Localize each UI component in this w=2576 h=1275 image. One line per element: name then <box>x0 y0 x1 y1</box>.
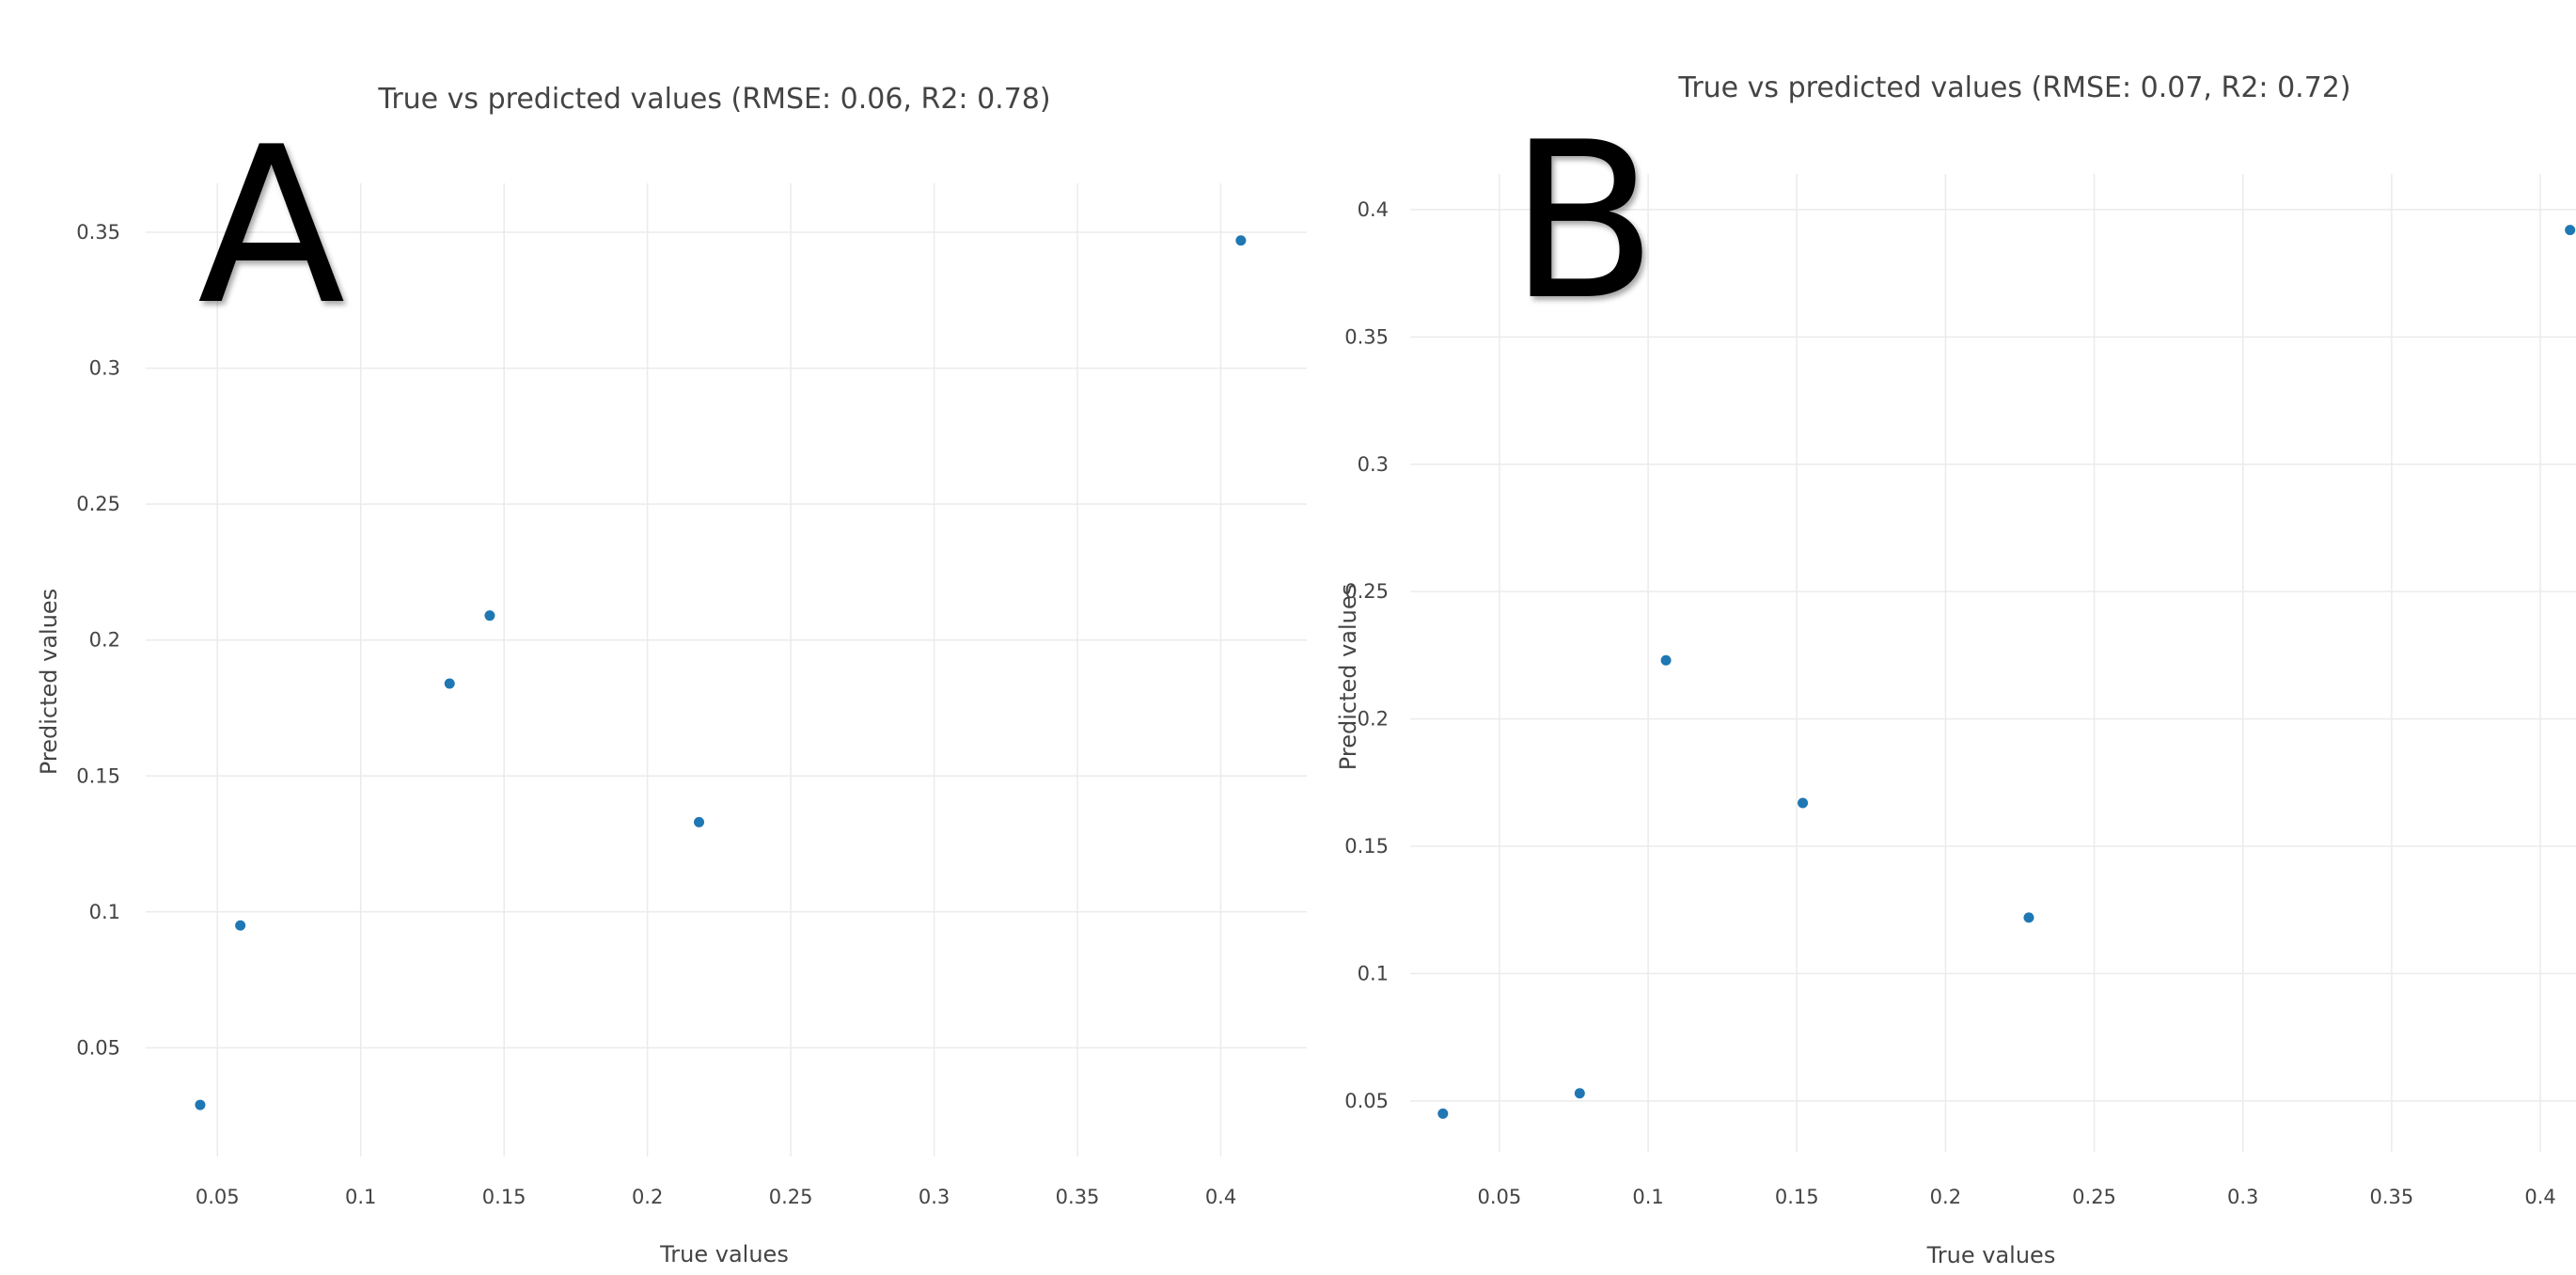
y-tick-label: 0.35 <box>76 221 120 244</box>
chart-panel-b: 0.05 0.1 0.15 0.2 0.25 0.3 0.35 0.4 0.05 0.1 0.15 0… <box>1335 71 2576 1268</box>
x-tick-label: 0.3 <box>919 1186 950 1208</box>
x-tick-label: 0.2 <box>632 1186 663 1208</box>
data-point <box>444 678 455 689</box>
chart-title: True vs predicted values (RMSE: 0.07, R2… <box>1677 71 2350 104</box>
y-tick-label: 0.1 <box>89 901 120 923</box>
y-tick-label: 0.1 <box>1358 962 1389 984</box>
x-tick-label: 0.15 <box>1775 1186 1819 1208</box>
y-tick-label: 0.2 <box>89 629 120 652</box>
y-axis-title: Predicted values <box>1335 584 1361 770</box>
data-point <box>1235 235 1247 246</box>
x-tick-label: 0.35 <box>1056 1186 1100 1208</box>
x-tick-label: 0.4 <box>2524 1186 2555 1208</box>
data-point <box>1798 797 1809 809</box>
x-tick-label: 0.4 <box>1205 1186 1236 1208</box>
data-point <box>1660 654 1672 666</box>
x-tick-label: 0.3 <box>2227 1186 2258 1208</box>
chart-title: True vs predicted values (RMSE: 0.06, R2… <box>377 83 1050 116</box>
x-tick-label: 0.05 <box>1478 1186 1522 1208</box>
y-tick-label: 0.05 <box>76 1036 120 1059</box>
data-point <box>1437 1108 1449 1119</box>
data-point <box>694 816 705 827</box>
x-tick-label: 0.05 <box>196 1186 240 1208</box>
y-axis-title: Predicted values <box>36 589 62 775</box>
y-tick-label: 0.15 <box>76 764 120 787</box>
panel-label: B <box>1509 97 1657 348</box>
y-tick-label: 0.25 <box>76 493 120 515</box>
y-tick-label: 0.2 <box>1358 708 1389 731</box>
data-point <box>1574 1088 1585 1099</box>
y-tick-label: 0.15 <box>1344 835 1389 858</box>
y-tick-label: 0.05 <box>1344 1090 1389 1112</box>
y-tick-label: 0.4 <box>1358 198 1389 221</box>
data-point <box>2565 225 2576 236</box>
y-tick-label: 0.25 <box>1344 580 1389 603</box>
data-point <box>2023 912 2034 923</box>
x-tick-label: 0.35 <box>2369 1186 2413 1208</box>
y-tick-label: 0.3 <box>1358 453 1389 476</box>
data-point <box>235 920 246 931</box>
x-tick-label: 0.1 <box>345 1186 376 1208</box>
x-tick-label: 0.25 <box>769 1186 813 1208</box>
x-tick-label: 0.25 <box>2072 1186 2116 1208</box>
panel-label: A <box>197 102 345 353</box>
x-tick-label: 0.2 <box>1930 1186 1961 1208</box>
x-tick-label: 0.1 <box>1632 1186 1663 1208</box>
data-point <box>195 1099 206 1110</box>
x-tick-label: 0.15 <box>482 1186 526 1208</box>
x-axis-title: True values <box>659 1241 789 1267</box>
data-point <box>484 610 495 622</box>
x-axis-title: True values <box>1926 1242 2056 1268</box>
chart-panel-a: 0.05 0.1 0.15 0.2 0.25 0.3 0.35 0.4 0.05 0.1 0.15 0… <box>36 83 1307 1267</box>
y-tick-label: 0.35 <box>1344 325 1389 348</box>
y-tick-label: 0.3 <box>89 357 120 380</box>
